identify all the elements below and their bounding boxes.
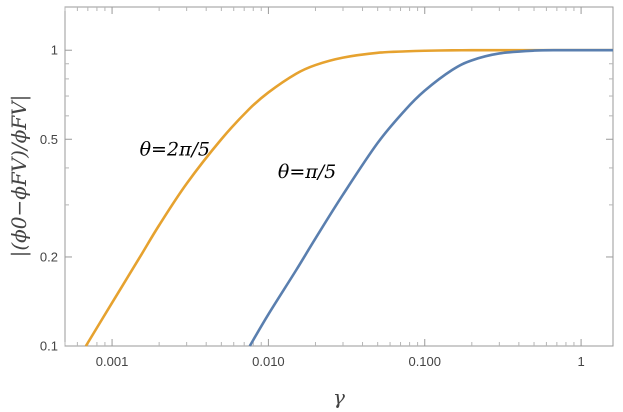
x-axis-label: γ: [333, 385, 345, 409]
series-line-2: [248, 48, 613, 347]
series-annotation-2: θ=π/5: [278, 161, 336, 183]
y-tick-label: 0.5: [40, 132, 58, 147]
annotations: θ=2π/5 θ=π/5: [140, 139, 337, 183]
series-line-1: [84, 48, 613, 347]
series-annotation-1: θ=2π/5: [140, 139, 210, 161]
y-axis-label: |(ϕ0−ϕFV)/ϕFV|: [7, 95, 32, 258]
y-tick-label: 1: [51, 43, 58, 58]
series-group: [84, 48, 613, 347]
x-tick-label: 0.001: [96, 354, 129, 369]
y-tick-label: 0.2: [40, 249, 58, 264]
x-tick-label: 0.100: [408, 354, 441, 369]
ticks: 0.001 0.010 0.100 1 0.1 0.2 0.5 1: [40, 7, 613, 369]
x-tick-label: 0.010: [252, 354, 285, 369]
plot-frame: [64, 6, 614, 347]
x-tick-label: 1: [577, 354, 584, 369]
y-tick-label: 0.1: [40, 339, 58, 354]
